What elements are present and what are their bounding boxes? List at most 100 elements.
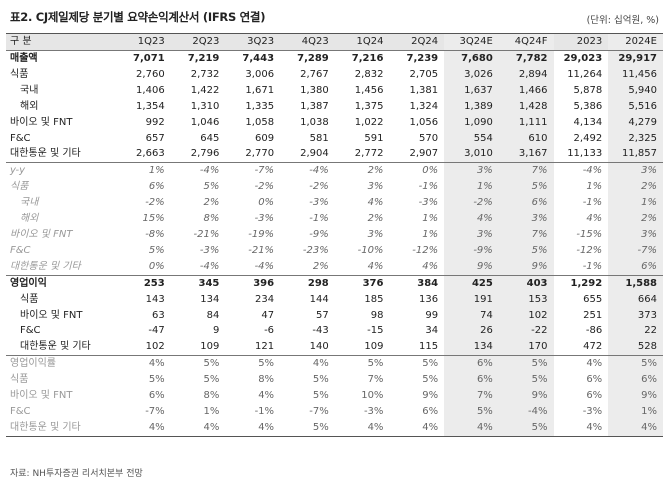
- table-cell: 144: [309, 293, 329, 305]
- table-cell: -4%: [199, 260, 220, 272]
- table-cell: 170: [498, 339, 554, 356]
- table-cell: 22: [608, 323, 663, 340]
- table-row: F&C -7% 1% -1% -7% -3% 6% 5% -4% -3% 1%: [6, 403, 663, 420]
- table-cell: 645: [200, 132, 220, 144]
- table-cell: -10%: [357, 244, 384, 256]
- table-cell: 98: [370, 309, 384, 321]
- table-row: F&C 657 645 609 581 591 570 554 610 2,492 2,325: [6, 130, 663, 147]
- table-cell: 1,466: [498, 82, 554, 99]
- table-cell: 472: [583, 341, 603, 353]
- table-cell: 8%: [258, 374, 275, 386]
- table-cell: 4%: [586, 213, 603, 225]
- table-cell: 3,167: [498, 146, 554, 163]
- table-cell: 1%: [586, 181, 603, 193]
- header-cell: 2Q24: [389, 33, 445, 51]
- table-cell: 403: [498, 274, 554, 292]
- table-cell: 0%: [258, 197, 275, 209]
- table-cell: 4%: [280, 355, 335, 373]
- table-cell: 591: [364, 132, 384, 144]
- table-cell: 5%: [148, 244, 165, 256]
- table-cell: 2,904: [300, 148, 329, 160]
- income-statement-table: 구 분 1Q23 2Q23 3Q23 4Q23 1Q24 2Q24 3Q24E …: [6, 33, 663, 437]
- table-cell: -21%: [193, 228, 220, 240]
- table-cell: -2%: [309, 181, 329, 193]
- table-cell: 5%: [203, 374, 220, 386]
- table-cell: 1,335: [245, 100, 275, 112]
- table-cell: 1,406: [136, 84, 165, 96]
- table-cell: 7%: [498, 226, 554, 243]
- table-cell: 5%: [170, 355, 226, 373]
- table-cell: 3,026: [444, 66, 499, 83]
- table-cell: 4%: [170, 419, 226, 437]
- table-cell: 384: [389, 274, 445, 292]
- table-cell: 115: [419, 341, 439, 353]
- table-cell: 2,894: [498, 66, 554, 83]
- table-cell: 376: [334, 274, 390, 292]
- table-cell: -3%: [418, 197, 439, 209]
- table-cell: 5%: [498, 242, 554, 259]
- table-cell: 4%: [334, 419, 390, 437]
- table-cell: 7,216: [351, 53, 384, 64]
- table-cell: -1%: [418, 181, 439, 193]
- table-cell: 4%: [367, 197, 384, 209]
- table-row: 식품 143 134 234 144 185 136 191 153 655 664: [6, 291, 663, 308]
- table-cell: 1%: [422, 228, 439, 240]
- table-cell: 2%: [203, 197, 220, 209]
- table-cell: 528: [608, 339, 663, 356]
- table-row: 식품 2,760 2,732 3,006 2,767 2,832 2,705 3,026 2,8…: [6, 66, 663, 83]
- table-cell: 6%: [586, 374, 603, 386]
- table-cell: 134: [200, 293, 220, 305]
- table-cell: -4%: [553, 162, 609, 180]
- table-cell: -1%: [254, 405, 275, 417]
- table-cell: 7,239: [406, 53, 439, 64]
- table-cell: 1,389: [444, 98, 499, 115]
- table-cell: -1%: [582, 197, 603, 209]
- table-cell: 1,310: [190, 100, 220, 112]
- table-cell: 5%: [280, 419, 335, 437]
- table-cell: 5%: [498, 372, 554, 389]
- table-cell: -6: [264, 325, 275, 337]
- table-cell: 1,022: [354, 116, 384, 128]
- table-cell: 5%: [608, 355, 663, 373]
- table-cell: 1%: [116, 162, 171, 180]
- table-row: 대한통운 및 기타 2,663 2,796 2,770 2,904 2,772 2,907 3…: [6, 146, 663, 163]
- table-row: 바이오 및 FNT -8% -21% -19% -9% 3% 1% 3% 7% -15% 3%: [6, 226, 663, 243]
- table-cell: 121: [254, 341, 275, 353]
- table-cell: 9: [213, 325, 220, 337]
- table-cell: -23%: [302, 244, 329, 256]
- table-cell: 5,940: [608, 82, 663, 99]
- table-row: 바이오 및 FNT 992 1,046 1,058 1,038 1,022 1,056 1,0…: [6, 114, 663, 131]
- table-cell: 5%: [498, 419, 554, 437]
- table-row: y-y 1% -4% -7% -4% 2% 0% 3% 7% -4% 3%: [6, 162, 663, 180]
- row-label: 바이오 및 FNT: [10, 390, 73, 402]
- table-cell: 1,375: [354, 100, 384, 112]
- table-cell: 6%: [608, 372, 663, 389]
- table-cell: 109: [200, 341, 220, 353]
- table-cell: -3%: [309, 197, 329, 209]
- table-cell: 140: [309, 341, 329, 353]
- table-cell: 11,456: [608, 66, 663, 83]
- table-body: 매출액 7,071 7,219 7,443 7,289 7,216 7,239 7,680 7,…: [6, 50, 663, 437]
- table-cell: 2%: [608, 211, 663, 227]
- table-cell: 4%: [258, 390, 275, 402]
- table-cell: 1,056: [409, 116, 439, 128]
- table-cell: -12%: [576, 244, 603, 256]
- table-cell: 2,705: [409, 68, 439, 80]
- table-row: 국내 -2% 2% 0% -3% 4% -3% -2% 6% -1% 1%: [6, 195, 663, 212]
- table-cell: 655: [583, 293, 603, 305]
- table-row: 대한통운 및 기타 4% 4% 4% 5% 4% 4% 4% 5% 4% 4%: [6, 419, 663, 437]
- table-cell: 581: [309, 132, 329, 144]
- table-cell: -19%: [248, 228, 275, 240]
- table-cell: 6%: [422, 405, 439, 417]
- row-label: 식품: [20, 293, 39, 305]
- table-cell: 26: [444, 323, 499, 340]
- table-cell: -15: [367, 325, 384, 337]
- table-cell: 109: [364, 341, 384, 353]
- table-cell: 570: [419, 132, 439, 144]
- table-cell: 657: [145, 132, 165, 144]
- table-cell: 3,010: [444, 146, 499, 163]
- table-cell: -12%: [412, 244, 439, 256]
- table-cell: 29,023: [563, 53, 603, 64]
- table-cell: -21%: [248, 244, 275, 256]
- table-cell: 4%: [553, 355, 609, 373]
